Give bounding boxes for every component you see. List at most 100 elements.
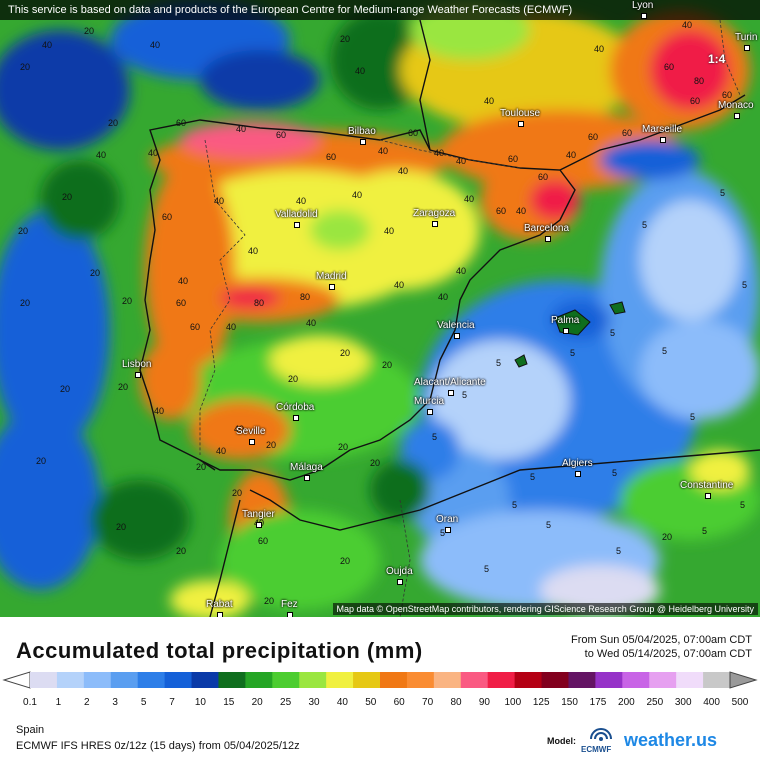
scale-swatch — [406, 672, 435, 688]
contour-label: 20 — [340, 348, 351, 358]
city-label: Oran — [436, 514, 459, 533]
contour-label: 40 — [178, 276, 189, 286]
contour-label: 80 — [254, 298, 265, 308]
city-label: Málaga — [290, 462, 323, 481]
city-label: Rabat — [206, 599, 233, 617]
contour-label: 40 — [296, 196, 307, 206]
scale-tick-label: 10 — [194, 697, 206, 708]
scale-tick-label: 90 — [478, 697, 490, 708]
map-canvas — [0, 0, 760, 617]
scale-tick-label: 200 — [618, 697, 635, 708]
contour-label: 60 — [538, 172, 549, 182]
scale-tick-label: 40 — [336, 697, 348, 708]
scale-swatch — [460, 672, 489, 688]
contour-label: 5 — [720, 188, 726, 198]
scale-tick-label: 125 — [532, 697, 550, 708]
contour-label: 20 — [116, 522, 127, 532]
weather-us-logo[interactable]: weather.us — [624, 730, 718, 750]
scale-tick-label: 175 — [589, 697, 607, 708]
scale-swatch — [326, 672, 354, 688]
contour-label: 5 — [616, 546, 622, 556]
scale-tick-label: 15 — [223, 697, 235, 708]
city-label: Tangier — [242, 509, 275, 528]
scale-swatch — [299, 672, 327, 688]
contour-label: 40 — [438, 292, 449, 302]
city-label: Alacant/Alicante — [414, 377, 486, 396]
borders — [199, 19, 741, 617]
city-label: Murcia — [414, 396, 445, 415]
city-label: Monaco — [718, 100, 754, 119]
scale-tick-label: 2 — [84, 697, 90, 708]
scale-tick-label: 70 — [422, 697, 434, 708]
contour-label: 80 — [694, 76, 705, 86]
scale-swatch — [245, 672, 273, 688]
range-to: to Wed 05/14/2025, 07:00am CDT — [584, 648, 752, 660]
scale-tick-label: 7 — [169, 697, 175, 708]
contour-label: 40 — [355, 66, 366, 76]
scale-swatch — [487, 672, 516, 688]
scale-tick-label: 60 — [393, 697, 405, 708]
contour-label: 20 — [122, 296, 133, 306]
ecmwf-logo-icon — [590, 728, 612, 741]
scale-swatch — [353, 672, 381, 688]
contour-label: 60 — [722, 90, 733, 100]
time-range: From Sun 05/04/2025, 07:00am CDT to Wed … — [571, 633, 752, 661]
scale-tick-label: 1 — [55, 697, 62, 708]
scale-swatch — [676, 672, 704, 688]
contour-label: 60 — [176, 118, 187, 128]
contour-label: 20 — [340, 34, 351, 44]
contour-label: 5 — [496, 358, 502, 368]
contour-label: 20 — [288, 374, 299, 384]
map-attribution: Map data © OpenStreetMap contributors, r… — [332, 603, 758, 615]
contour-label: 5 — [512, 500, 518, 510]
contour-label: 40 — [248, 246, 259, 256]
scale-swatch — [703, 672, 731, 688]
contour-label: 40 — [484, 96, 495, 106]
contour-label: 5 — [690, 412, 696, 422]
contour-label: 20 — [340, 556, 351, 566]
zoom-indicator[interactable]: 1:4 — [708, 52, 726, 66]
scale-swatch — [541, 672, 569, 688]
contour-label: 20 — [60, 384, 71, 394]
scale-arrow-right — [729, 671, 758, 689]
scale-swatch — [568, 672, 596, 688]
contour-label: 40 — [42, 40, 53, 50]
city-label: Lyon — [632, 0, 654, 19]
contour-label: 5 — [740, 500, 746, 510]
city-label: Toulouse — [500, 108, 541, 127]
contour-label: 20 — [20, 62, 31, 72]
scale-tick-label: 25 — [280, 697, 292, 708]
city-label: Madrid — [316, 271, 347, 290]
region-label: Spain — [16, 724, 45, 736]
scale-swatch — [30, 672, 58, 688]
city-label: Valencia — [437, 320, 475, 339]
city-label: Turin — [735, 32, 758, 51]
scale-arrow-left — [2, 671, 31, 689]
contour-label: 20 — [370, 458, 381, 468]
contour-label: 5 — [642, 220, 648, 230]
scale-tick-label: 50 — [365, 697, 377, 708]
scale-tick-label: 150 — [561, 697, 578, 708]
contour-label: 40 — [378, 146, 389, 156]
contour-label: 20 — [176, 546, 187, 556]
contour-label: 40 — [682, 20, 693, 30]
city-label: Lisbon — [122, 359, 152, 378]
scale-tick-label: 400 — [703, 697, 720, 708]
ecmwf-logo-text: ECMWF — [581, 745, 612, 754]
contour-label: 5 — [462, 390, 468, 400]
contour-label: 5 — [440, 528, 446, 538]
ecmwf-disclaimer: This service is based on data and produc… — [0, 0, 760, 20]
city-label: Valladolid — [275, 209, 318, 228]
scale-tick-label: 300 — [674, 697, 692, 708]
city-label: Fez — [281, 599, 298, 617]
precip-field — [0, 0, 760, 617]
contour-label: 40 — [394, 280, 405, 290]
scale-swatch — [514, 672, 543, 688]
contour-label: 40 — [456, 156, 467, 166]
contour-label: 20 — [196, 462, 207, 472]
contour-label: 40 — [150, 40, 161, 50]
contour-label: 60 — [190, 322, 201, 332]
contour-label: 5 — [702, 526, 708, 536]
range-from: From Sun 05/04/2025, 07:00am CDT — [571, 634, 752, 646]
precipitation-map[interactable]: This service is based on data and produc… — [0, 0, 760, 617]
